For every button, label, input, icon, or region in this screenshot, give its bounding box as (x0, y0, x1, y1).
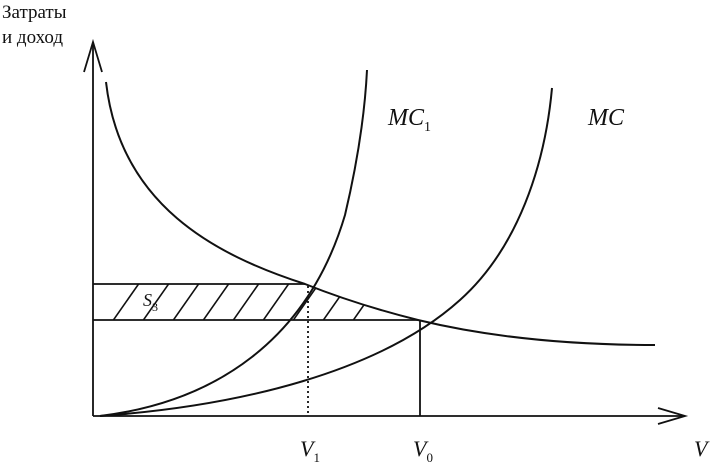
v1-label: V1 (300, 436, 320, 465)
mc-curve (99, 87, 553, 417)
area-s3-label: S3 (143, 290, 158, 314)
y-axis-label-line2: и доход (2, 27, 63, 48)
demand-curve (105, 81, 656, 346)
x-axis-label: V (694, 436, 710, 461)
x-axis-arrow-icon (657, 407, 689, 425)
mc1-label: MC1 (387, 105, 431, 135)
mc-label: MC (587, 105, 625, 131)
mc1-curve (99, 69, 368, 417)
v0-label: V0 (413, 436, 433, 465)
y-axis-arrow-icon (83, 38, 103, 73)
y-axis-label-line1: Затраты (2, 2, 67, 23)
